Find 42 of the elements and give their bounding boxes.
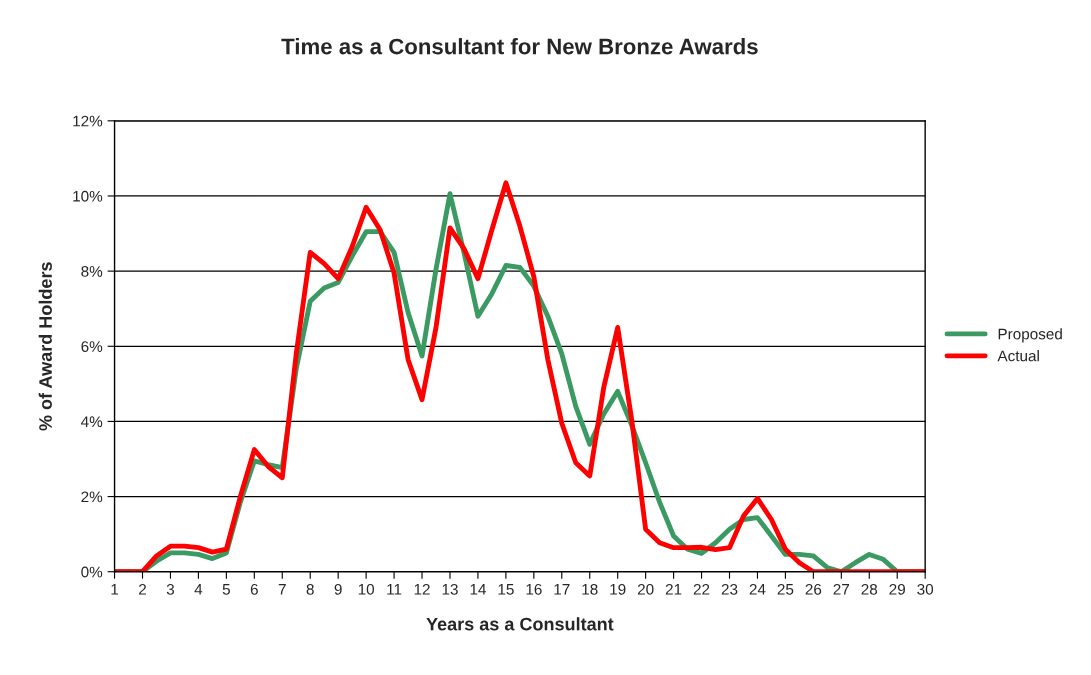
x-tick-label: 6 (250, 583, 258, 595)
x-tick-label: 12 (414, 583, 430, 595)
x-tick-label: 17 (554, 584, 570, 595)
x-tick-label: 23 (721, 583, 738, 595)
x-tick-label: 22 (693, 583, 710, 595)
x-axis-title: Years as a Consultant (426, 617, 614, 631)
x-tick-label: 10 (358, 583, 375, 595)
y-tick-label: 8% (81, 265, 103, 277)
x-tick-label: 14 (470, 584, 486, 595)
x-tick-label: 8 (306, 583, 314, 595)
x-tick-label: 13 (442, 583, 458, 595)
legend-label: Proposed (998, 328, 1062, 343)
x-tick-label: 11 (387, 584, 402, 595)
x-tick-label: 27 (833, 583, 850, 595)
x-tick-label: 9 (334, 583, 342, 595)
x-tick-label: 21 (665, 583, 682, 595)
y-tick-label: 4% (81, 416, 103, 428)
y-tick-label: 2% (81, 491, 103, 503)
x-tick-label: 5 (222, 584, 230, 595)
x-tick-label: 16 (526, 583, 542, 595)
x-tick-label: 25 (777, 583, 794, 595)
y-tick-label: 10% (73, 190, 103, 202)
x-tick-label: 30 (917, 583, 934, 595)
x-tick-label: 1 (111, 584, 119, 595)
legend-label: Actual (997, 350, 1039, 362)
x-tick-label: 26 (805, 583, 822, 595)
x-tick-label: 19 (610, 583, 626, 595)
y-tick-label: 12% (73, 115, 103, 127)
x-tick-label: 28 (861, 583, 878, 595)
x-tick-label: 7 (278, 584, 286, 595)
x-tick-label: 4 (194, 584, 203, 595)
x-tick-label: 3 (166, 583, 175, 595)
x-tick-label: 29 (889, 583, 905, 595)
x-tick-label: 24 (749, 583, 766, 595)
chart-title: Time as a Consultant for New Bronze Awards (281, 38, 758, 55)
x-tick-label: 18 (582, 583, 598, 595)
x-tick-label: 2 (139, 583, 146, 595)
y-tick-label: 0% (81, 566, 103, 578)
x-tick-label: 20 (637, 583, 654, 595)
y-axis-title: % of Award Holders (38, 262, 52, 431)
y-tick-label: 6% (81, 341, 103, 352)
x-tick-label: 15 (498, 584, 514, 595)
